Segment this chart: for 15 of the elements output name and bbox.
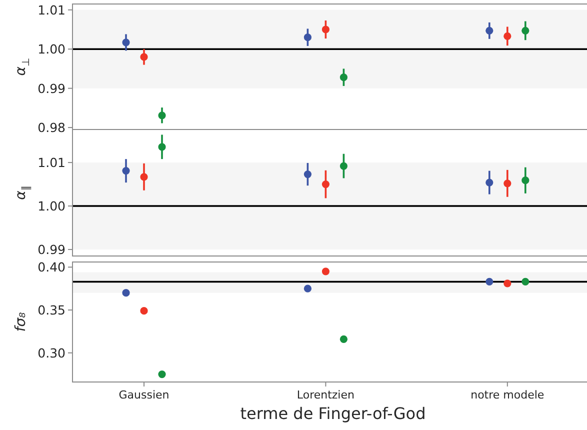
x-tick-label: notre modele bbox=[470, 388, 544, 402]
y-tick-label: 1.00 bbox=[38, 198, 66, 214]
y-axis-title: fσ₈ bbox=[13, 312, 29, 332]
y-tick-label: 0.30 bbox=[38, 345, 66, 360]
y-tick-label: 1.01 bbox=[38, 2, 66, 18]
y-tick-label: 0.40 bbox=[38, 260, 66, 275]
x-tick-label: Gaussien bbox=[118, 388, 170, 402]
x-axis-title: terme de Finger-of-God bbox=[240, 404, 426, 422]
y-tick-label: 0.35 bbox=[38, 302, 66, 318]
y-tick-label: 1.00 bbox=[38, 42, 66, 57]
y-tick-label: 0.99 bbox=[38, 80, 66, 96]
y-tick-label: 1.01 bbox=[38, 155, 66, 170]
y-tick-label: 0.98 bbox=[38, 120, 66, 136]
x-tick-label: Lorentzien bbox=[296, 388, 355, 402]
y-tick-label: 0.99 bbox=[38, 242, 66, 257]
